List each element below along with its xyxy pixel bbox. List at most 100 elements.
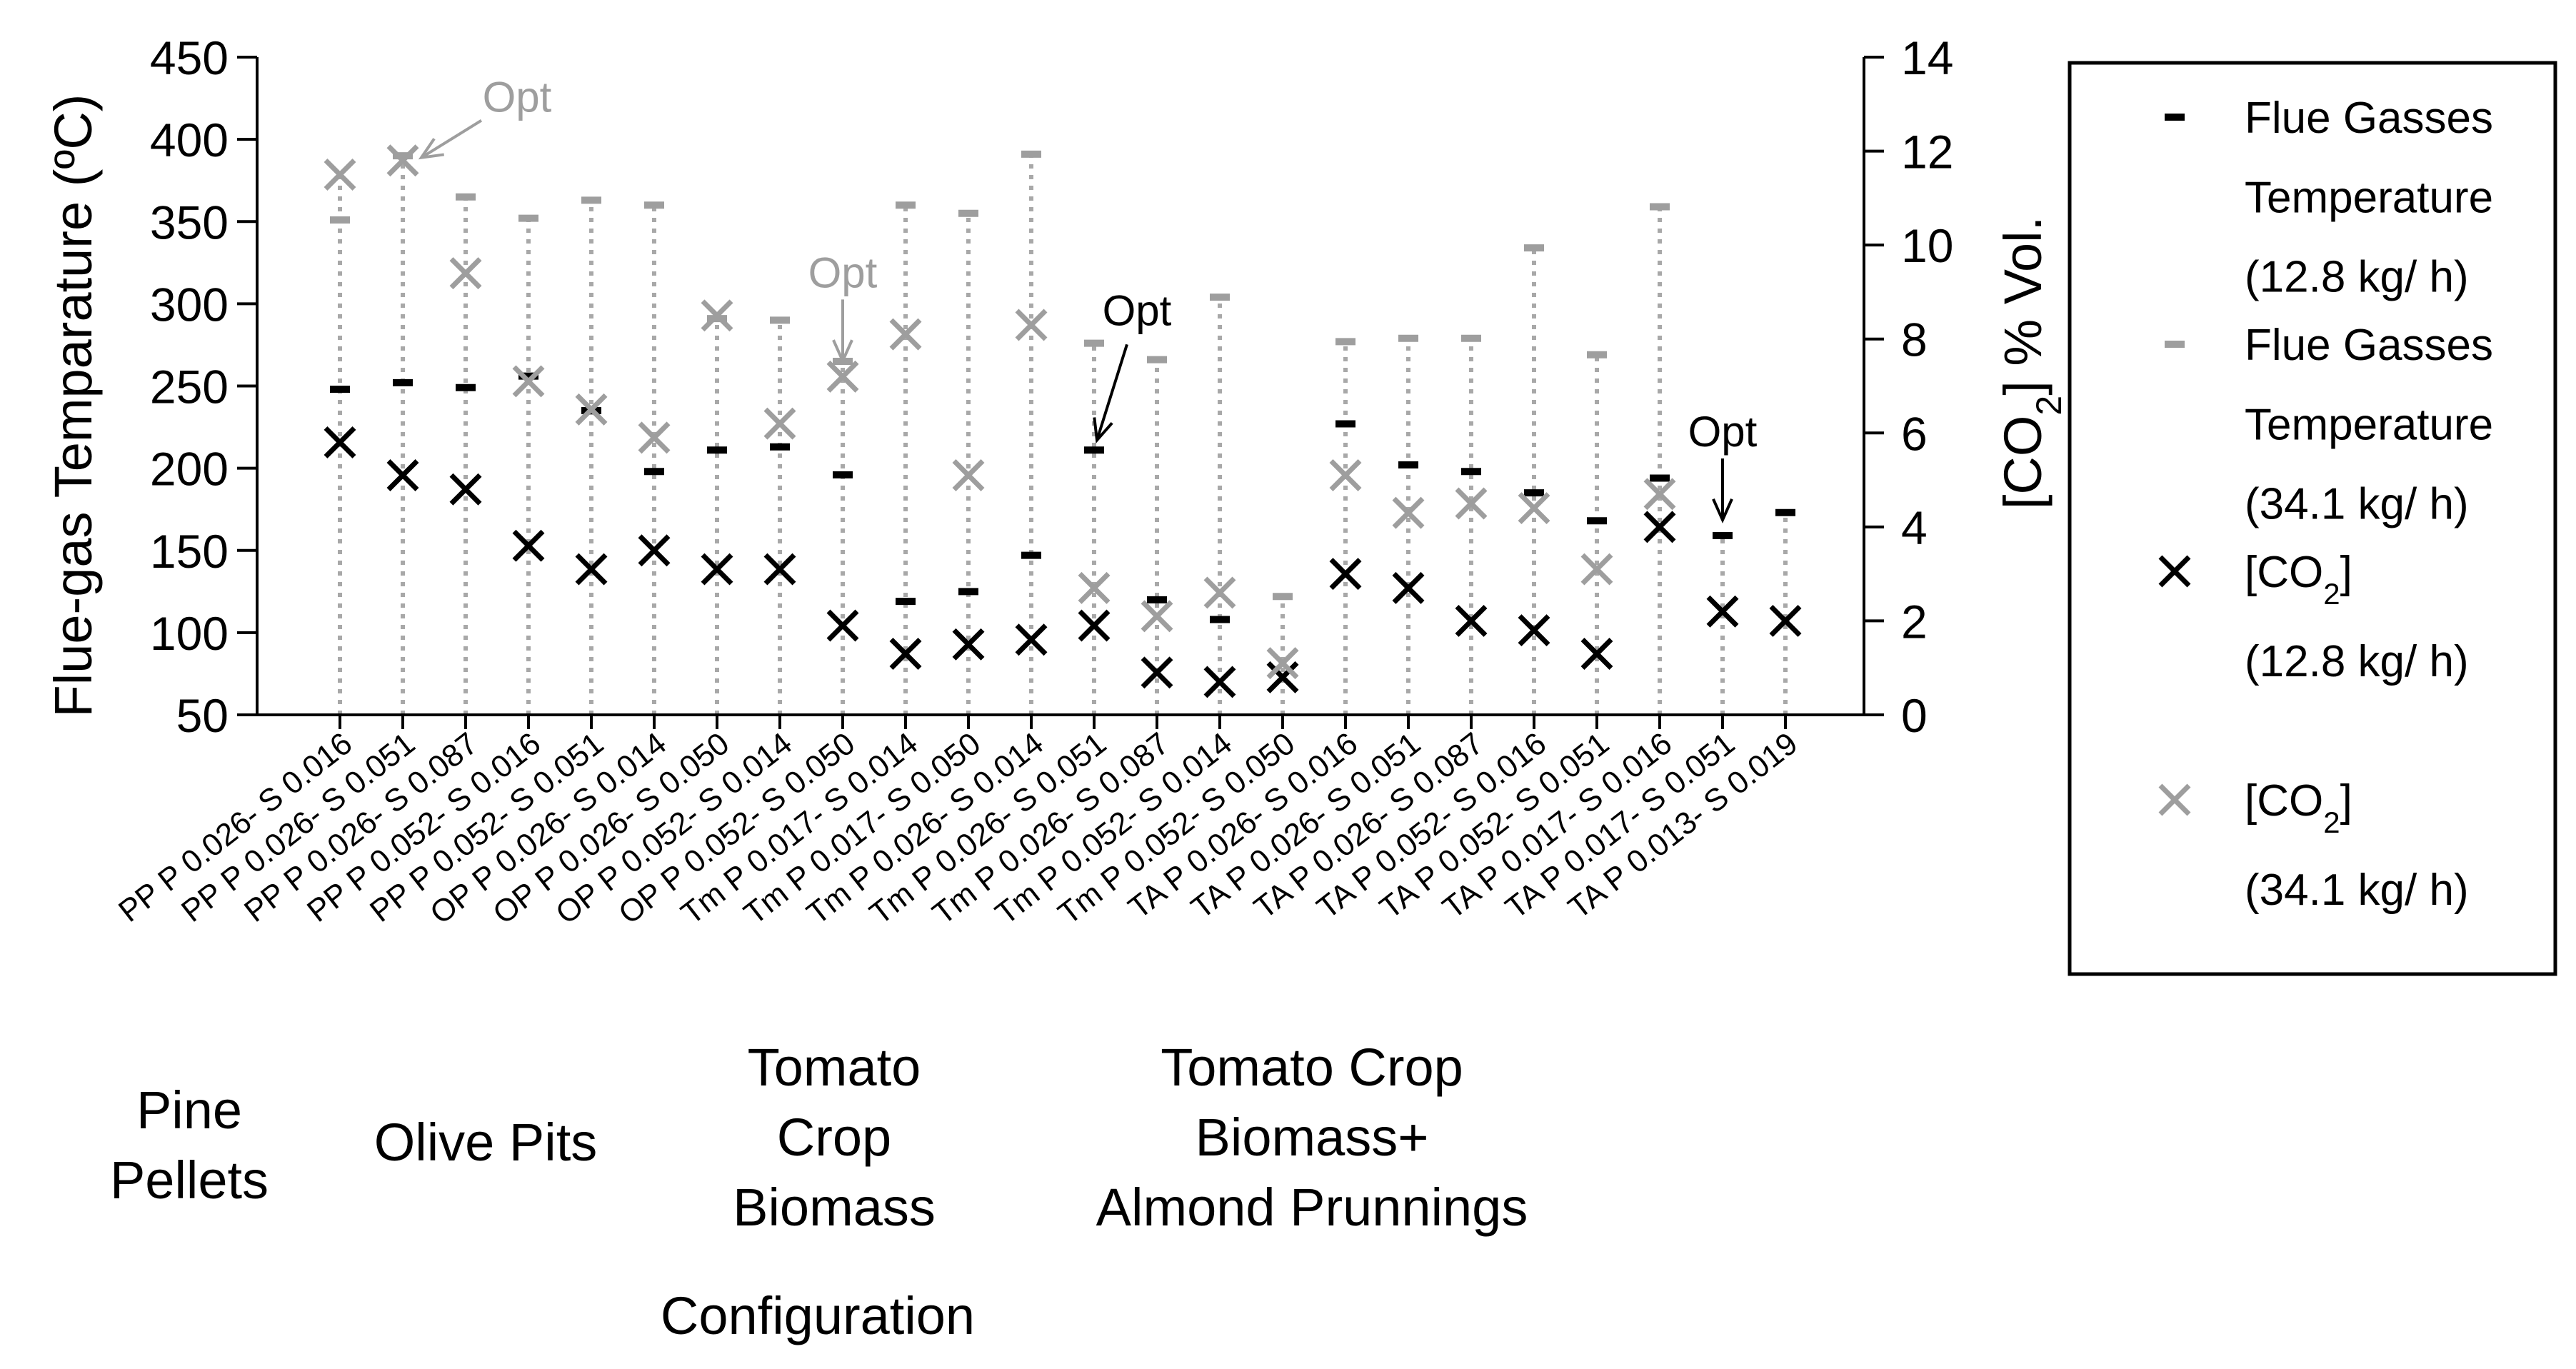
legend-box [2068, 61, 2557, 976]
co2-point [1078, 571, 1111, 604]
y-right-tick-label: 2 [1901, 595, 1928, 648]
co2-point [1518, 614, 1550, 647]
co2-point [575, 553, 608, 586]
legend-label-part: Temperature [2245, 400, 2493, 449]
legend-label-part: (34.1 kg/ h) [2245, 480, 2469, 529]
co2-point [386, 144, 419, 177]
co2-point [952, 459, 985, 491]
y-axis-title-left: Flue-gas Temparature (ºC) [44, 94, 103, 718]
legend-label: (34.1 kg/ h) [2245, 480, 2469, 529]
co2-point [1769, 604, 1802, 637]
annotations: Opt Opt Opt Opt [418, 74, 1758, 523]
co2-point [1392, 571, 1425, 604]
co2-point [1455, 487, 1488, 520]
legend-marker-x [2158, 783, 2191, 816]
y-axis-title-right-sub: 2 [2029, 396, 2069, 416]
y-left-tick-label: 150 [150, 525, 229, 578]
legend-label-part: ] [2340, 548, 2352, 597]
opt-arrow-shaft [1096, 343, 1128, 441]
legend-marker-x [2158, 555, 2191, 588]
co2-point [638, 534, 671, 567]
co2-point [1706, 595, 1739, 628]
co2-point [826, 360, 859, 393]
co2-point [1643, 511, 1676, 543]
opt-arrow-shaft [420, 119, 483, 159]
group-label-line: Pellets [110, 1150, 269, 1210]
y-right-tick-label: 6 [1901, 407, 1928, 460]
legend-label-sub: 2 [2323, 577, 2340, 611]
group-label-line: Pine [136, 1080, 242, 1140]
opt-arrow-head [418, 138, 444, 160]
group-label-line: Crop [777, 1108, 891, 1167]
y-left-tick-label: 300 [150, 278, 229, 331]
y-left-tick-label: 250 [150, 361, 229, 413]
co2-point [449, 473, 482, 506]
group-label: Olive Pits [374, 1113, 598, 1172]
co2-point [1392, 496, 1425, 529]
co2-point [449, 257, 482, 290]
legend: Flue Gasses Temperature (12.8 kg/ h) Flue G… [2068, 61, 2557, 976]
chart-marks [324, 144, 1802, 698]
co2-point [638, 421, 671, 454]
legend-label-part: [CO [2245, 548, 2323, 597]
y-right-tick-label: 0 [1901, 689, 1928, 742]
co2-point [1266, 661, 1299, 693]
co2-point [1266, 647, 1299, 680]
co2-point [701, 299, 733, 332]
group-label-line: Olive Pits [374, 1113, 598, 1172]
group-label-line: Tomato Crop [1161, 1038, 1463, 1097]
co2-point [324, 158, 356, 191]
drop-lines [338, 154, 1788, 715]
y-left-tick-label: 100 [150, 607, 229, 660]
axes: 50 100 150 200 250 300 350 400 450 0 2 4 6 8 10 12 14 [150, 31, 1954, 742]
y-right-tick-label: 14 [1901, 31, 1953, 84]
y-left-tick-label: 50 [176, 689, 229, 742]
y-right-tick-label: 8 [1901, 314, 1928, 366]
co2-point [1580, 638, 1613, 670]
co2-point [386, 459, 419, 491]
co2-point [1203, 666, 1236, 698]
co2-point [512, 529, 545, 562]
y-left-tick-label: 450 [150, 31, 229, 84]
co2-point [1329, 558, 1362, 591]
x-axis-title: Configuration [661, 1286, 975, 1345]
opt-arrow-head [832, 339, 853, 365]
opt-label: Opt [1103, 286, 1172, 334]
group-label: Pine Pellets [110, 1080, 269, 1210]
legend-label-part: Temperature [2245, 173, 2493, 222]
co2-point [889, 638, 922, 670]
y-axis-title-right-close: ] % Vol. [1993, 216, 2053, 396]
y-right-tick-label: 4 [1901, 501, 1928, 554]
legend-label: (12.8 kg/ h) [2245, 253, 2469, 302]
y-left-tick-label: 200 [150, 443, 229, 496]
legend-label-part: (12.8 kg/ h) [2245, 637, 2469, 686]
legend-label-part: (34.1 kg/ h) [2245, 866, 2469, 915]
legend-label: [CO2] [2245, 548, 2352, 611]
y-right-tick-label: 12 [1901, 126, 1953, 179]
legend-label: [CO2] [2245, 776, 2352, 839]
co2-point [763, 407, 796, 440]
co2-point [1203, 576, 1236, 609]
group-label-line: Tomato [748, 1038, 921, 1097]
opt-label: Opt [808, 249, 878, 296]
co2-point [889, 318, 922, 351]
group-label-line: Biomass [733, 1178, 936, 1237]
legend-label: (12.8 kg/ h) [2245, 637, 2469, 686]
group-label: Tomato Crop Biomass+ Almond Prunnings [1096, 1038, 1528, 1237]
opt-arrow-head [1093, 417, 1113, 443]
legend-label-part: (12.8 kg/ h) [2245, 253, 2469, 302]
co2-point [1078, 609, 1111, 642]
co2-point [701, 553, 733, 586]
legend-label-part: Flue Gasses [2245, 94, 2493, 143]
group-label-line: Biomass+ [1196, 1108, 1429, 1167]
legend-label-sub: 2 [2323, 806, 2340, 839]
co2-point [575, 393, 608, 426]
co2-point [763, 553, 796, 586]
y-axis-title-right-open: [CO [1993, 416, 2053, 510]
legend-label: Flue Gasses [2245, 94, 2493, 143]
co2-point [1015, 623, 1048, 656]
legend-label-part: ] [2340, 776, 2352, 826]
legend-label: Temperature [2245, 173, 2493, 222]
